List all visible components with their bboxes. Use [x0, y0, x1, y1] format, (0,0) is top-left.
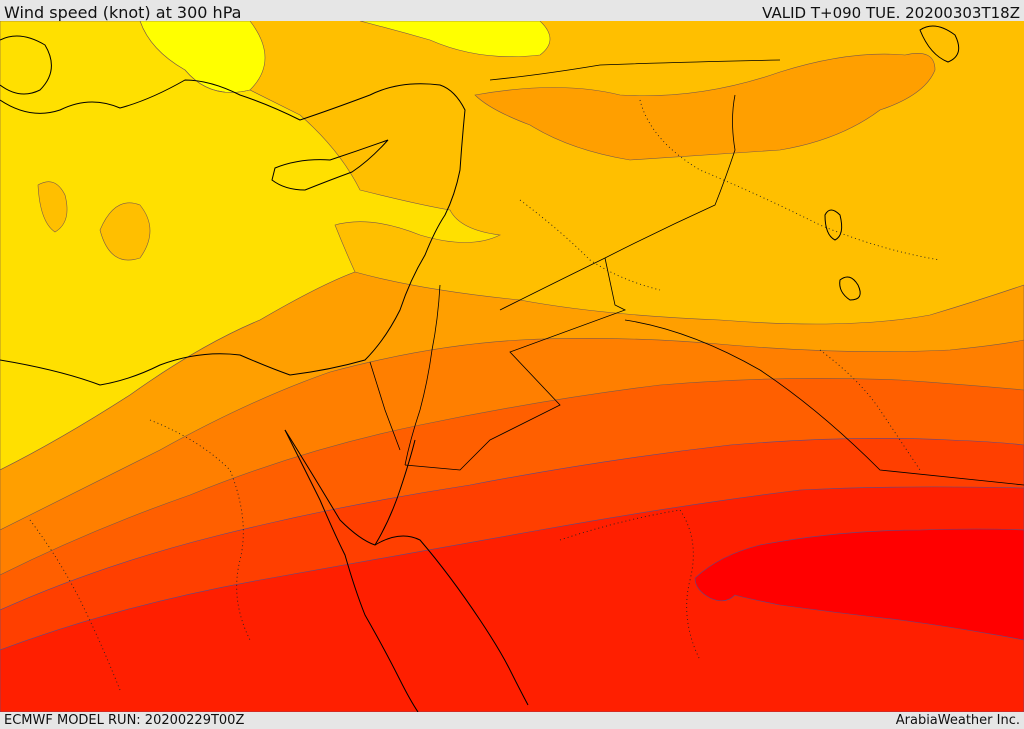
band-island-1	[99, 202, 151, 261]
border-iraq-saudi	[624, 319, 1024, 486]
coastline-sinai	[284, 429, 416, 546]
border-jordan-israel	[404, 284, 441, 466]
coastline-levant-anatolia	[0, 79, 466, 386]
coastline-caspian	[919, 25, 960, 63]
dotted-boundary-2	[149, 419, 251, 641]
map-title: Wind speed (knot) at 300 hPa	[4, 3, 242, 22]
coastline-gulf-suez-west	[284, 429, 419, 712]
credit-label: ArabiaWeather Inc.	[895, 713, 1020, 728]
band-island-2	[37, 181, 68, 233]
band-orange-north	[474, 53, 936, 161]
coastline-cyprus	[271, 139, 389, 191]
lake-1	[824, 209, 843, 241]
border-jordan-saudi	[404, 257, 627, 471]
valid-time-label: VALID T+090 TUE. 20200303T18Z	[762, 4, 1020, 22]
footer-bar: ECMWF MODEL RUN: 20200229T00Z ArabiaWeat…	[0, 712, 1024, 729]
band-deep-red	[0, 486, 1024, 712]
band-jet-core	[694, 528, 1024, 641]
map-canvas	[0, 21, 1024, 712]
lake-2	[839, 276, 861, 301]
coastline-red-sea-east	[374, 535, 529, 706]
border-syria-iraq	[499, 94, 736, 311]
coastlines	[0, 25, 960, 712]
band-yellow-north	[359, 21, 551, 57]
wind-speed-map	[0, 21, 1024, 712]
coastline-aegean	[0, 35, 52, 95]
dotted-boundaries	[29, 99, 941, 691]
header-bar: Wind speed (knot) at 300 hPa VALID T+090…	[0, 0, 1024, 22]
border-egypt-israel	[369, 361, 401, 451]
model-run-label: ECMWF MODEL RUN: 20200229T00Z	[4, 713, 245, 728]
border-turkey-syria	[489, 59, 781, 81]
borders	[369, 59, 1024, 486]
dotted-boundary-5	[519, 199, 661, 291]
